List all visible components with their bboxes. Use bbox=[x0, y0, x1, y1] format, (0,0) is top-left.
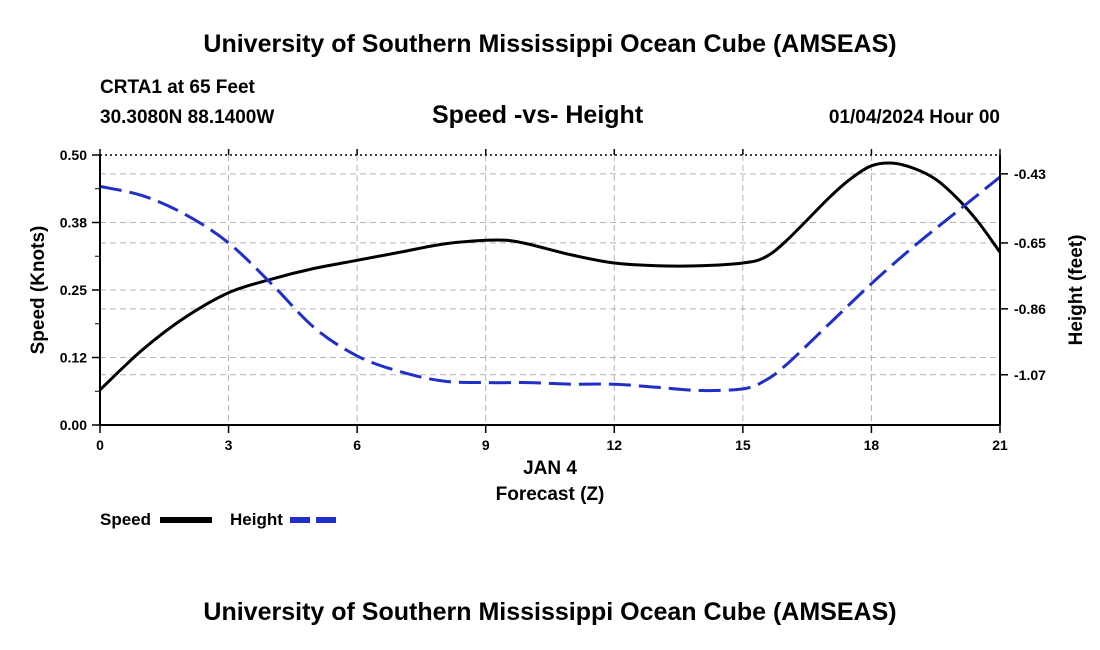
x-tick-label: 6 bbox=[353, 437, 361, 453]
y-left-tick-label: 0.00 bbox=[60, 417, 87, 433]
y-axis-left-title: Speed (Knots) bbox=[28, 226, 49, 355]
x-tick-label: 0 bbox=[96, 437, 104, 453]
x-tick-label: 12 bbox=[606, 437, 622, 453]
y-right-tick-label: -1.07 bbox=[1014, 367, 1046, 383]
x-tick-label: 3 bbox=[225, 437, 233, 453]
y-right-tick-label: -0.86 bbox=[1014, 301, 1046, 317]
grid-layer bbox=[100, 155, 1000, 425]
x-tick-label: 9 bbox=[482, 437, 490, 453]
y-left-tick-label: 0.38 bbox=[60, 215, 87, 231]
y-right-tick-label: -0.65 bbox=[1014, 235, 1046, 251]
page-title: University of Southern Mississippi Ocean… bbox=[203, 30, 897, 58]
axes-layer: 0 3 6 9 12 15 18 21 0.00 0.12 0.25 0.38 0.50 -0.43 -0.… bbox=[60, 147, 1046, 453]
labels-layer: JAN 4 Forecast (Z) Speed (Knots) Height … bbox=[28, 226, 1087, 505]
chart-title: Speed -vs- Height bbox=[432, 101, 644, 129]
legend: Speed Height bbox=[100, 510, 342, 529]
x-tick-label: 15 bbox=[735, 437, 751, 453]
forecast-date-hour: 01/04/2024 Hour 00 bbox=[828, 107, 1000, 128]
series-line-speed bbox=[98, 161, 1002, 391]
x-tick-label: 18 bbox=[864, 437, 880, 453]
legend-label-height: Height bbox=[230, 510, 283, 529]
series-layer bbox=[98, 161, 1002, 393]
y-left-tick-label: 0.12 bbox=[60, 350, 87, 366]
y-left-tick-label: 0.25 bbox=[60, 282, 87, 298]
y-left-tick-label: 0.50 bbox=[60, 147, 87, 163]
x-axis-date-label: JAN 4 bbox=[523, 458, 577, 479]
station-coordinates: 30.3080N 88.1400W bbox=[100, 107, 275, 128]
legend-label-speed: Speed bbox=[100, 510, 151, 529]
y-axis-right-title: Height (feet) bbox=[1066, 235, 1087, 346]
x-tick-label: 21 bbox=[992, 437, 1008, 453]
y-right-tick-label: -0.43 bbox=[1014, 166, 1046, 182]
footer-title: University of Southern Mississippi Ocean… bbox=[203, 598, 897, 626]
x-axis-title: Forecast (Z) bbox=[496, 484, 605, 505]
station-label: CRTA1 at 65 Feet bbox=[100, 77, 255, 98]
series-line-height bbox=[99, 175, 1001, 393]
